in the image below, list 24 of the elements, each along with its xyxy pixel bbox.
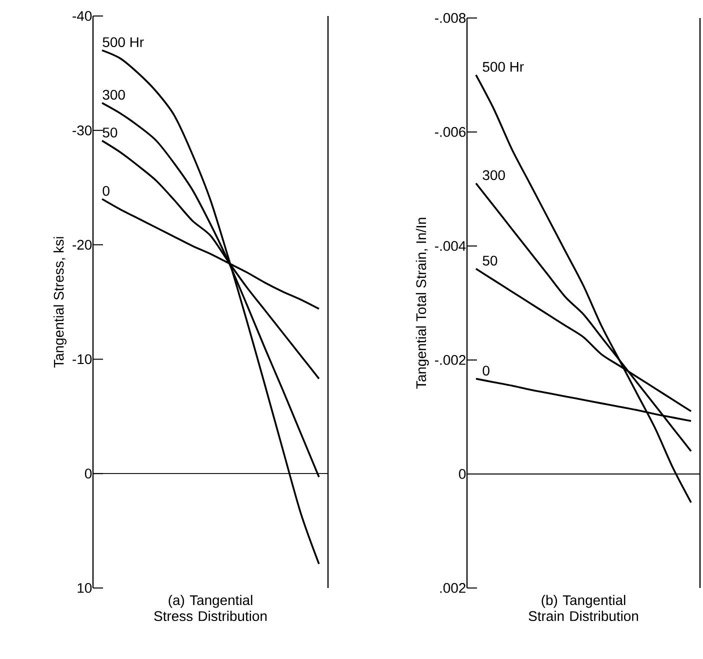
y-tick-label: -.002 xyxy=(434,355,466,365)
series-label: 500 Hr xyxy=(482,62,524,72)
series-label: 300 xyxy=(102,90,125,100)
series-label: 0 xyxy=(102,186,110,196)
series-label: 0 xyxy=(482,366,490,376)
y-axis-title: Tangential Stress, ksi xyxy=(54,237,66,368)
y-tick-label: 10 xyxy=(78,583,92,593)
text: (a) Tangential Stress Distribution xyxy=(154,594,267,622)
y-tick-label: -10 xyxy=(72,354,92,364)
y-tick-label: -.004 xyxy=(434,241,466,251)
y-tick-label: -20 xyxy=(72,240,92,250)
y-tick-label: -30 xyxy=(72,125,92,136)
y-tick-label: 0 xyxy=(458,469,466,479)
y-tick-label: -.006 xyxy=(434,127,466,137)
y-tick-label: .002 xyxy=(440,583,466,593)
series-label: 500 Hr xyxy=(102,37,144,48)
y-axis-title: Tangential Total Strain, In/In xyxy=(416,218,429,389)
y-tick-label: -.008 xyxy=(434,13,466,23)
series-label: 50 xyxy=(482,256,498,266)
series-label: 300 xyxy=(482,170,505,180)
text: (b) Tangential Strain Distribution xyxy=(528,594,638,622)
series-label: 50 xyxy=(102,128,118,138)
y-tick-label: 0 xyxy=(84,468,92,479)
y-tick-label: -40 xyxy=(72,11,92,21)
